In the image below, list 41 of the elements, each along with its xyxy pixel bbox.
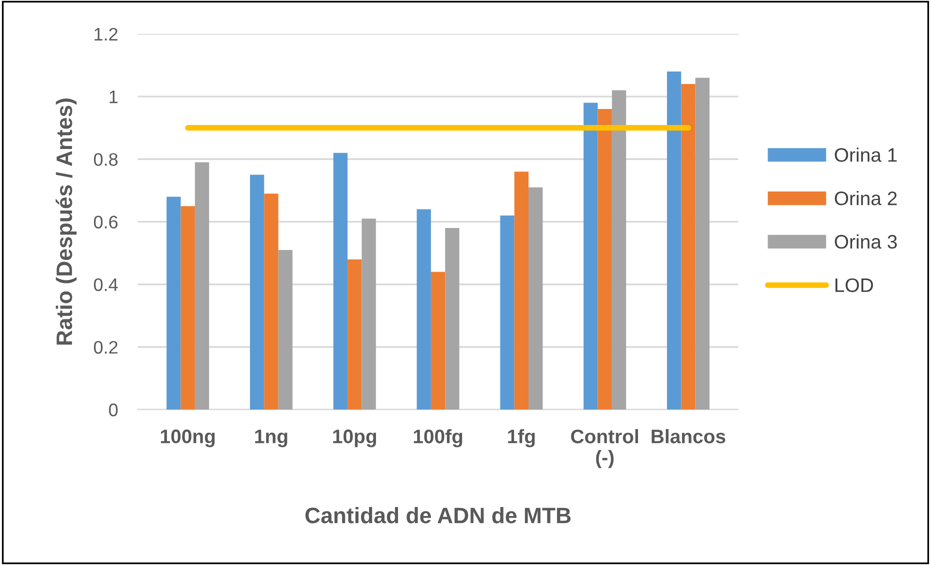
bar — [666, 71, 682, 410]
x-axis-title: Cantidad de ADN de MTB — [305, 507, 571, 524]
y-tick-label: 0.4 — [94, 278, 118, 292]
bar — [430, 272, 446, 410]
bar — [612, 90, 626, 410]
bar — [681, 84, 696, 410]
legend-label: Orina 2 — [834, 191, 897, 206]
x-tick-label: 1ng — [255, 430, 288, 448]
bar — [416, 209, 431, 410]
bar — [500, 216, 514, 410]
bar — [348, 259, 362, 410]
legend-label: Orina 1 — [834, 148, 897, 162]
y-tick-label: 1.2 — [94, 28, 118, 40]
bar — [445, 228, 460, 410]
bar — [584, 102, 598, 410]
bar — [514, 172, 529, 410]
y-tick-label: 0.2 — [94, 340, 118, 354]
bar — [250, 174, 264, 410]
x-tick-label: Control (-) — [571, 429, 638, 468]
x-tick-label: 1fg — [508, 429, 535, 448]
legend-label: Orina 3 — [834, 234, 897, 249]
bar — [166, 196, 181, 410]
bar — [194, 162, 210, 410]
x-tick-label: 10pg — [333, 430, 376, 448]
x-tick-label: 100ng — [160, 430, 215, 448]
y-tick-label: 0.6 — [94, 216, 118, 228]
legend-label: LOD — [836, 278, 873, 292]
bar — [598, 109, 612, 410]
y-tick-label: 0.8 — [94, 153, 118, 166]
y-tick-label: 0 — [109, 404, 118, 416]
y-tick-label: 1 — [110, 90, 118, 104]
bar — [333, 152, 348, 410]
bar — [695, 78, 710, 410]
bar — [180, 206, 195, 410]
bar — [264, 194, 278, 410]
x-tick-label: Blancos — [652, 429, 726, 444]
x-tick-label: 100fg — [414, 429, 462, 448]
bar — [278, 250, 292, 410]
bar — [362, 218, 376, 410]
bar — [528, 187, 543, 410]
y-axis-title: Ratio (Después / Antes) — [56, 98, 77, 345]
